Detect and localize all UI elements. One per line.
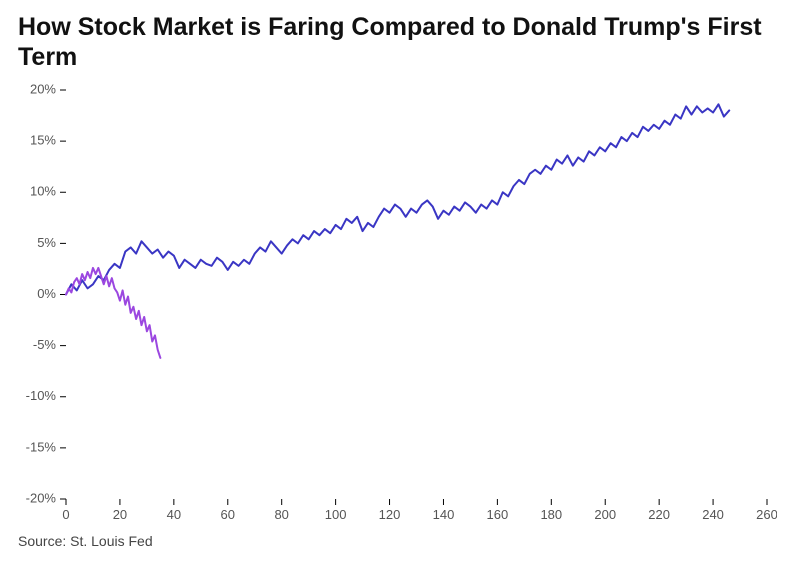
y-axis-label: -10%	[26, 388, 57, 403]
x-axis-label: 20	[113, 507, 127, 522]
x-axis-label: 120	[379, 507, 401, 522]
x-axis-label: 80	[274, 507, 288, 522]
x-axis-label: 240	[702, 507, 724, 522]
x-axis-label: 260	[756, 507, 777, 522]
chart-area: -20% -15% -10% -5% 0% 5% 10% 15% 20% 0 20 40 60 80 100…	[18, 82, 777, 527]
source-citation: Source: St. Louis Fed	[18, 533, 777, 549]
y-axis-label: 20%	[30, 82, 56, 96]
y-axis-label: -15%	[26, 439, 57, 454]
y-axis-label: -20%	[26, 490, 57, 505]
y-axis-label: 10%	[30, 184, 56, 199]
chart-title: How Stock Market is Faring Compared to D…	[18, 12, 777, 72]
x-axis-label: 200	[594, 507, 616, 522]
x-axis-label: 60	[221, 507, 235, 522]
x-axis-label: 220	[648, 507, 670, 522]
y-axis-label: 15%	[30, 133, 56, 148]
line-chart: -20% -15% -10% -5% 0% 5% 10% 15% 20% 0 20 40 60 80 100…	[18, 82, 777, 527]
x-axis-label: 160	[487, 507, 509, 522]
y-axis-label: 5%	[37, 235, 56, 250]
x-axis-label: 100	[325, 507, 347, 522]
y-axis-label: -5%	[33, 337, 57, 352]
x-axis-label: 180	[540, 507, 562, 522]
x-axis-label: 40	[167, 507, 181, 522]
y-axis-label: 0%	[37, 286, 56, 301]
x-axis-label: 140	[433, 507, 455, 522]
x-axis-label: 0	[62, 507, 69, 522]
